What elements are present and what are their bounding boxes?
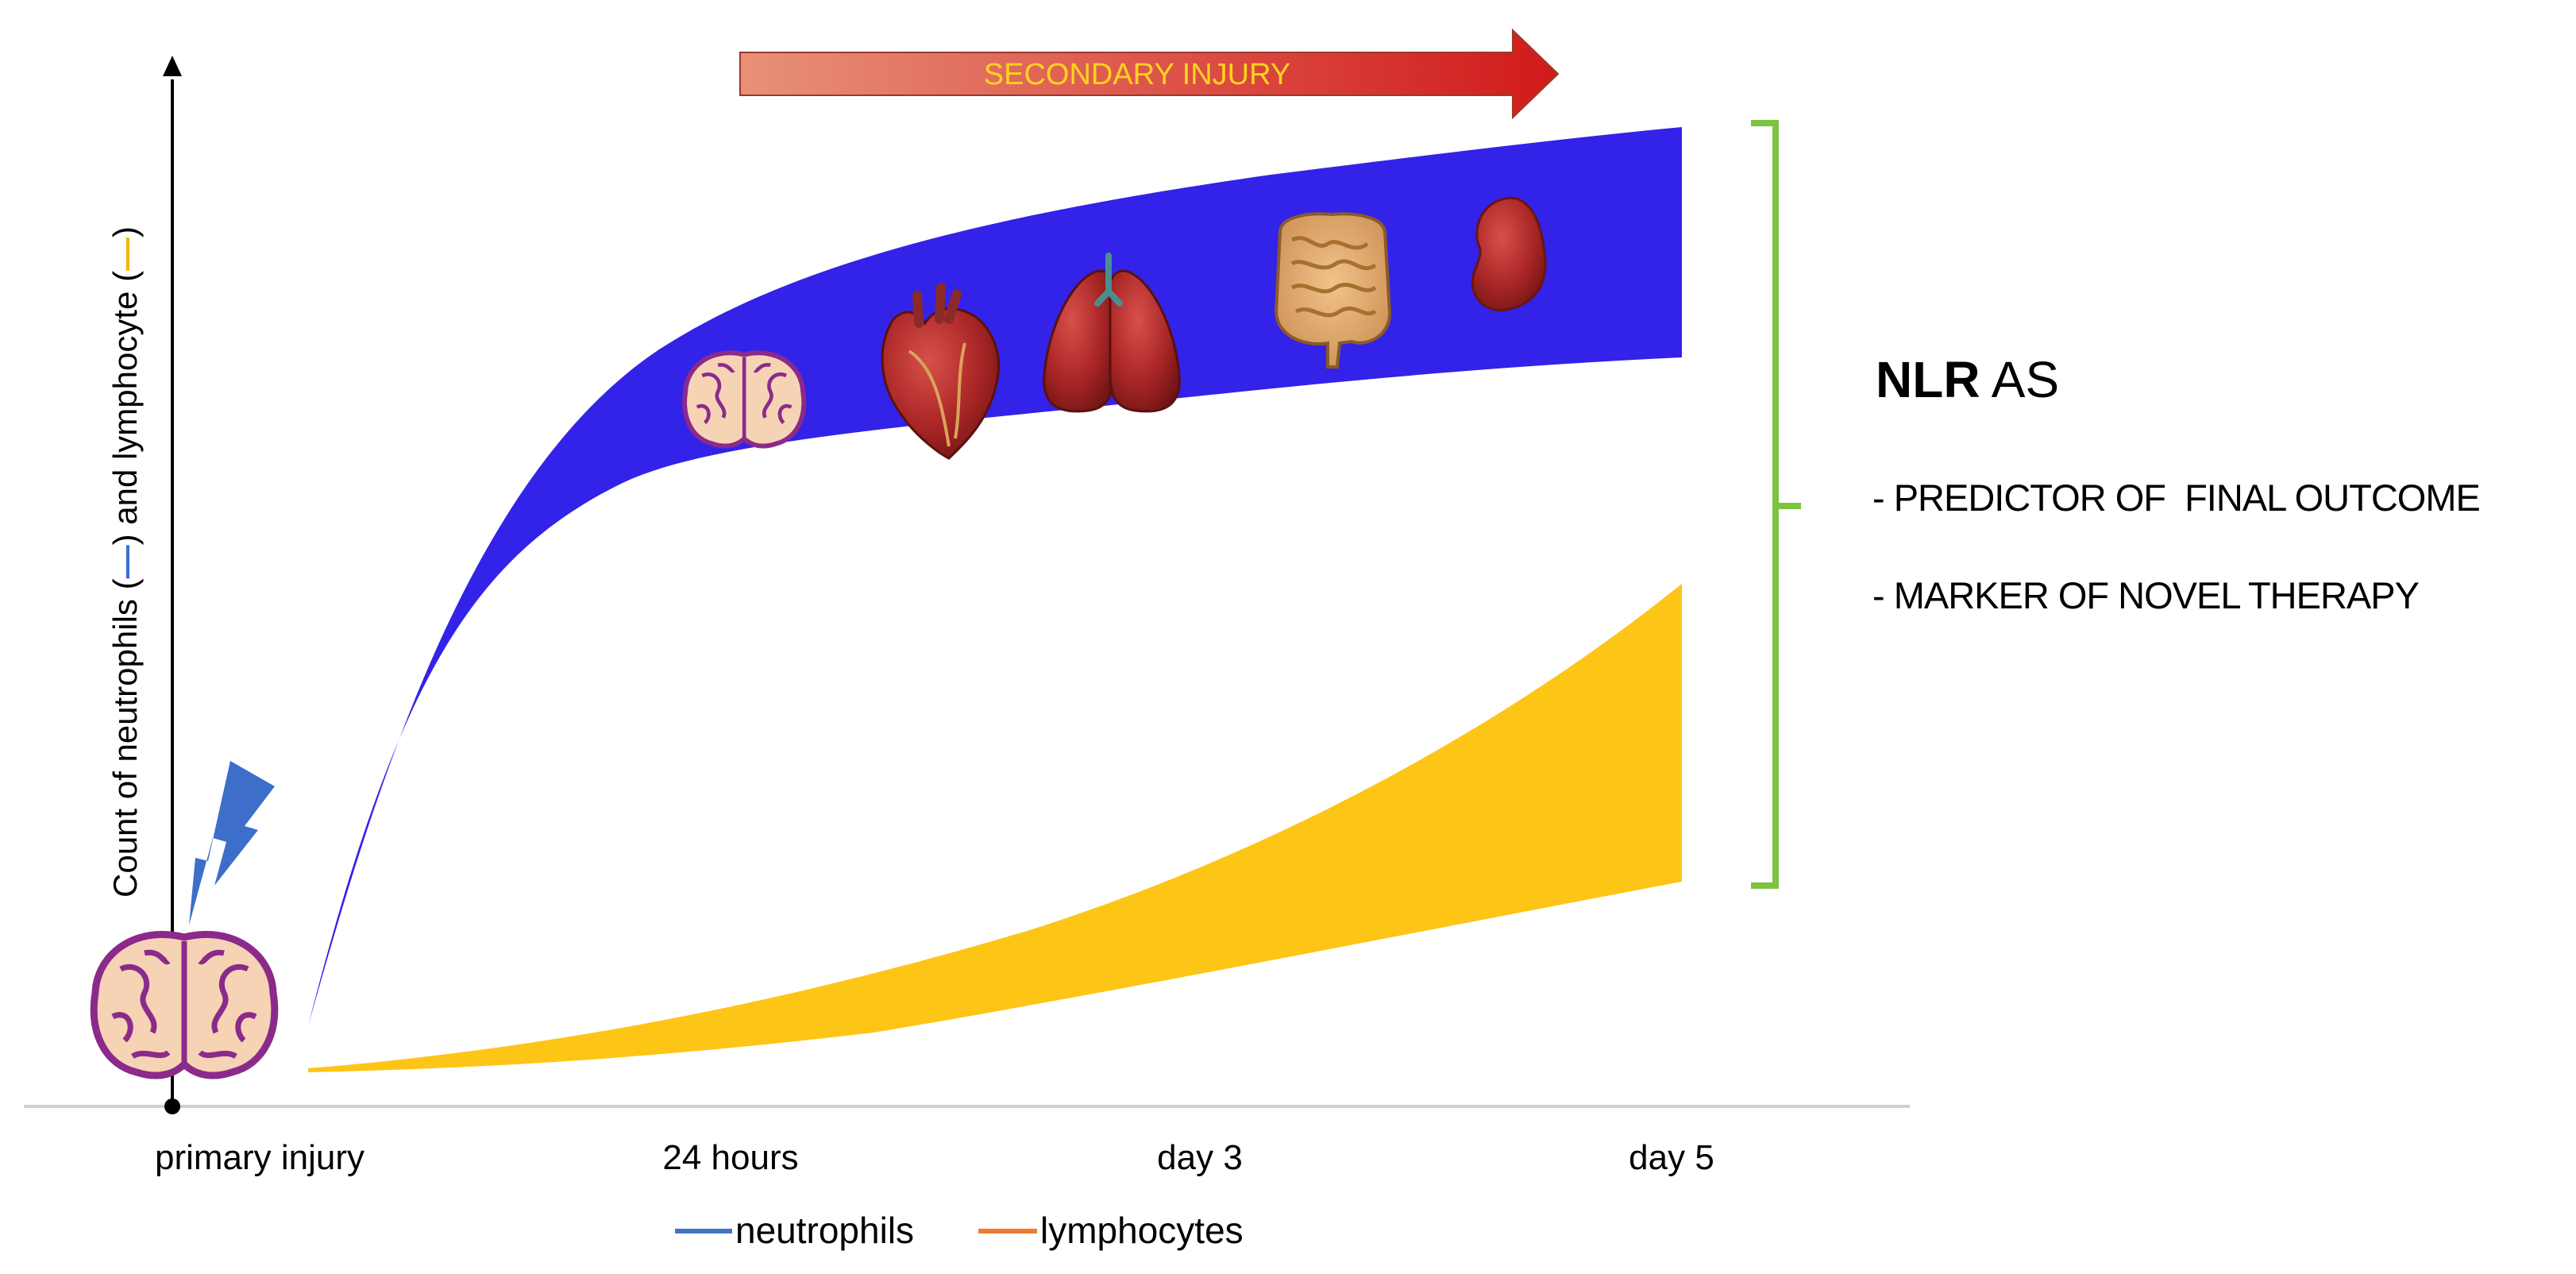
lymphocyte-band: [308, 584, 1682, 1072]
nlr-heading-bold: NLR: [1876, 351, 1980, 408]
y-axis-arrowhead: [163, 56, 182, 76]
intestines-icon: [1274, 212, 1392, 369]
lungs-icon: [1043, 253, 1181, 413]
lymphocyte-line-mark: —: [106, 237, 144, 271]
legend: neutrophils lymphocytes: [675, 1210, 1244, 1251]
nlr-item-predictor: - PREDICTOR OF FINAL OUTCOME: [1872, 477, 2480, 519]
x-tick-labels: primary injury 24 hours day 3 day 5: [155, 1138, 1714, 1177]
brain-icon: [682, 350, 807, 449]
brain-icon: [90, 931, 279, 1079]
svg-text:NLR AS: NLR AS: [1876, 351, 2059, 408]
nlr-heading-rest: AS: [1980, 351, 2060, 408]
legend-neutrophils-label: neutrophils: [735, 1210, 914, 1251]
neutrophil-line-mark: —: [106, 545, 144, 578]
y-axis-title-part3: ): [106, 226, 144, 237]
kidney-icon: [1471, 196, 1547, 312]
secondary-injury-label: SECONDARY INJURY: [984, 58, 1290, 91]
svg-text:Count of neutrophils (—) and l: Count of neutrophils (—) and lymphocyte …: [106, 226, 144, 898]
banner-arrow-shape: [739, 28, 1560, 120]
x-tick-24-hours: 24 hours: [662, 1138, 798, 1177]
y-axis-title: Count of neutrophils (—) and lymphocyte …: [106, 226, 144, 898]
x-tick-day-3: day 3: [1157, 1138, 1243, 1177]
nlr-item-marker: - MARKER OF NOVEL THERAPY: [1872, 574, 2420, 616]
y-axis-title-part1: Count of neutrophils (: [106, 578, 144, 898]
x-tick-day-5: day 5: [1629, 1138, 1714, 1177]
secondary-injury-arrow: SECONDARY INJURY: [739, 28, 1560, 120]
legend-lymphocytes-label: lymphocytes: [1040, 1210, 1244, 1251]
x-tick-primary-injury: primary injury: [155, 1138, 364, 1177]
heart-icon: [881, 283, 1001, 460]
nlr-text-block: NLR AS - PREDICTOR OF FINAL OUTCOME - MA…: [1872, 351, 2481, 616]
origin-dot: [164, 1098, 180, 1114]
lightning-icon: [189, 761, 275, 925]
nlr-bracket: [1751, 120, 1801, 889]
y-axis-title-part2: ) and lymphocyte (: [106, 271, 144, 545]
